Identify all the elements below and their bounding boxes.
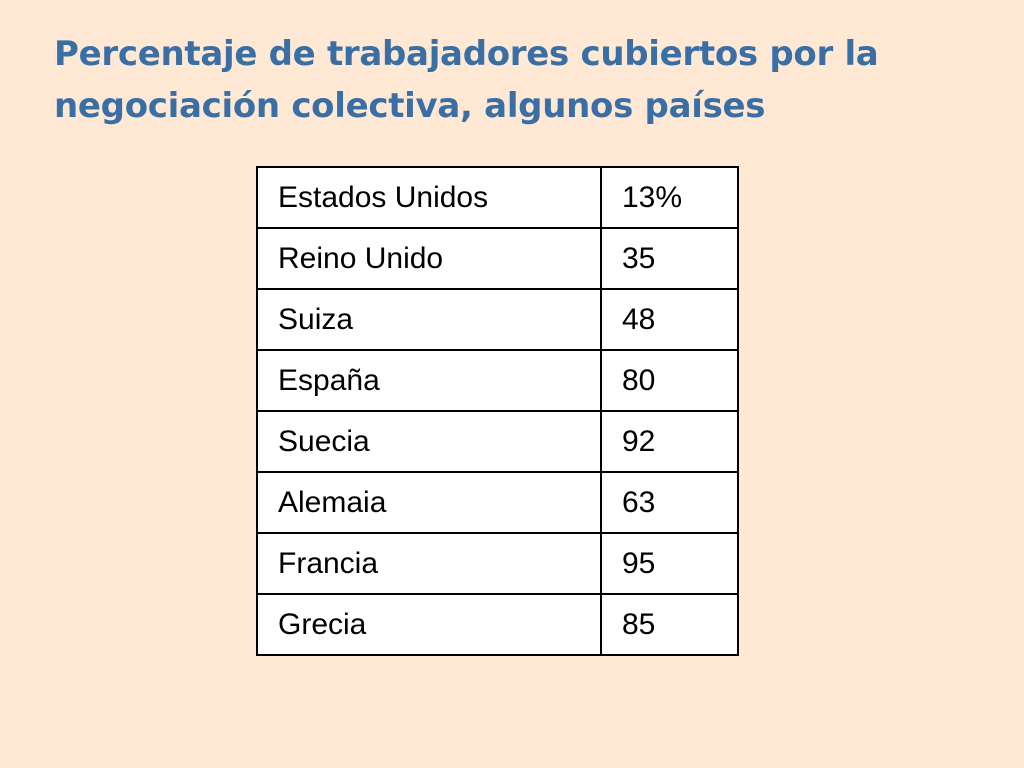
country-cell: Alemaia: [256, 471, 602, 534]
slide-title-line-1: Percentaje de trabajadores cubiertos por…: [54, 34, 879, 74]
table-row: Grecia 85: [256, 593, 739, 656]
percentage-cell: 80: [600, 349, 739, 412]
coverage-table: Estados Unidos 13% Reino Unido 35 Suiza …: [256, 166, 739, 656]
slide-title: Percentaje de trabajadores cubiertos por…: [54, 28, 974, 132]
percentage-cell: 48: [600, 288, 739, 351]
table-row: Alemaia 63: [256, 471, 739, 534]
country-cell: Suiza: [256, 288, 602, 351]
table-row: Reino Unido 35: [256, 227, 739, 290]
percentage-cell: 13%: [600, 166, 739, 229]
country-cell: Francia: [256, 532, 602, 595]
table-row: Suecia 92: [256, 410, 739, 473]
country-cell: Estados Unidos: [256, 166, 602, 229]
table-row: España 80: [256, 349, 739, 412]
country-cell: Grecia: [256, 593, 602, 656]
percentage-cell: 95: [600, 532, 739, 595]
slide-title-line-2: negociación colectiva, algunos países: [54, 86, 766, 126]
table-row: Francia 95: [256, 532, 739, 595]
percentage-cell: 85: [600, 593, 739, 656]
table-row: Estados Unidos 13%: [256, 166, 739, 229]
percentage-cell: 35: [600, 227, 739, 290]
country-cell: España: [256, 349, 602, 412]
percentage-cell: 92: [600, 410, 739, 473]
table-row: Suiza 48: [256, 288, 739, 351]
country-cell: Reino Unido: [256, 227, 602, 290]
country-cell: Suecia: [256, 410, 602, 473]
percentage-cell: 63: [600, 471, 739, 534]
